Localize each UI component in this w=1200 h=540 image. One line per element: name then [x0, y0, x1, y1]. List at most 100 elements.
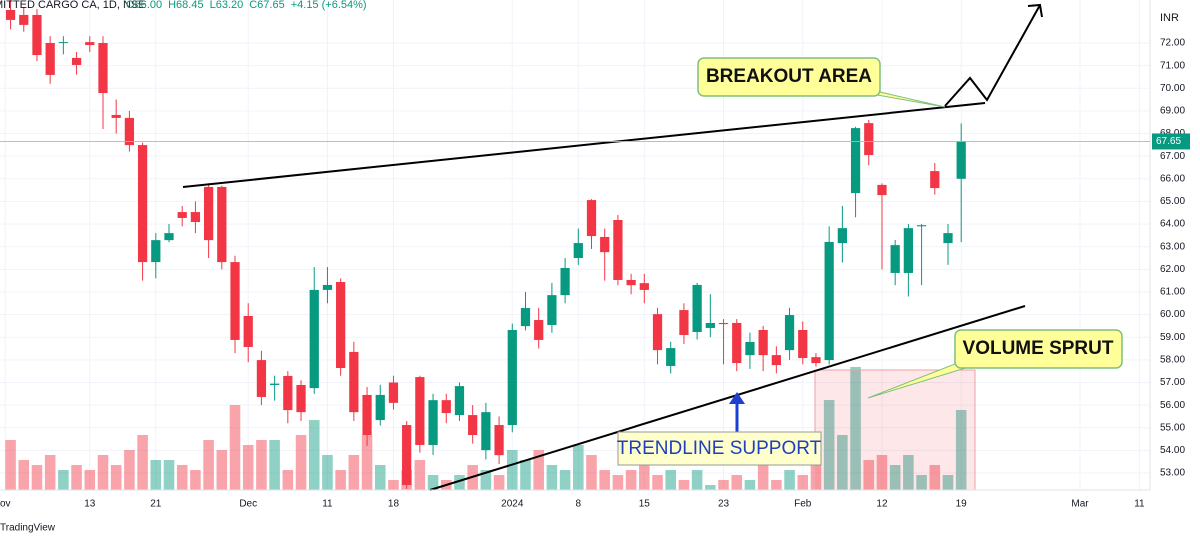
volume-bar	[757, 465, 769, 490]
volume-bar	[44, 455, 56, 490]
volume-bar	[295, 435, 307, 490]
candle-body	[956, 141, 966, 179]
volume-bar	[520, 460, 531, 490]
annotation: BREAKOUT AREA	[706, 66, 872, 87]
candle-body	[190, 212, 201, 223]
x-tick-label: 23	[718, 499, 730, 510]
candle-body	[454, 386, 465, 416]
candle-body	[547, 295, 557, 326]
y-tick-label: 56.00	[1160, 400, 1185, 411]
projection-arrow	[944, 4, 1041, 107]
y-tick-label: 59.00	[1160, 332, 1185, 343]
volume-bar	[124, 450, 135, 490]
candle-body	[217, 186, 227, 263]
volume-bar	[850, 367, 861, 490]
volume-bar	[744, 480, 756, 490]
volume-bar	[903, 455, 914, 490]
y-tick-label: 70.00	[1160, 83, 1185, 94]
volume-bar	[5, 440, 16, 490]
candle-body	[771, 355, 781, 366]
candle-body	[916, 225, 927, 227]
ohlc-value: +4.15 (+6.54%)	[291, 0, 367, 11]
x-tick-label: Feb	[794, 499, 812, 510]
y-tick-label: 63.00	[1160, 241, 1185, 252]
x-tick-label: 18	[388, 499, 400, 510]
volume-bar	[493, 475, 505, 490]
candle-body	[243, 315, 253, 347]
candle-body	[732, 322, 742, 364]
candle-body	[494, 425, 504, 456]
projection-arrowhead	[1027, 3, 1043, 18]
candle-body	[309, 289, 319, 389]
candle-body	[811, 357, 821, 364]
volume-bar	[678, 480, 690, 490]
y-tick-label: 61.00	[1160, 287, 1185, 298]
candle-body	[784, 315, 795, 351]
candle-body	[877, 184, 887, 196]
x-tick-label: Mar	[1071, 499, 1089, 510]
candle-body	[296, 384, 306, 413]
candle-body	[864, 123, 874, 156]
x-tick-label: 13	[84, 499, 96, 510]
candle-body	[402, 425, 412, 486]
candle-body	[441, 400, 451, 414]
candle-body	[824, 241, 834, 361]
y-tick-label: 72.00	[1160, 38, 1185, 49]
volume-bar	[480, 470, 492, 490]
volume-bar	[955, 410, 967, 490]
volume-bar	[242, 445, 254, 490]
x-tick-label: 15	[639, 499, 651, 510]
candle-body	[336, 282, 346, 369]
candle-body	[230, 262, 240, 340]
resistance-line	[182, 102, 986, 188]
candle-body	[45, 43, 55, 75]
x-tick-label: 8	[576, 499, 582, 510]
volume-bar	[322, 455, 333, 490]
volume-bar	[84, 470, 96, 490]
volume-bar	[176, 465, 188, 490]
volume-bar	[361, 435, 373, 490]
ohlc-value: L63.20	[210, 0, 244, 11]
y-tick-label: 55.00	[1160, 422, 1185, 433]
currency-label: INR	[1160, 12, 1179, 24]
last-price-box	[1152, 133, 1190, 150]
volume-bar	[612, 475, 624, 490]
volume-bar	[929, 465, 941, 490]
chart-title: MITTED CARGO CA, 1D, NSE	[0, 0, 146, 11]
candle-body	[705, 322, 715, 328]
candle-body	[758, 329, 768, 356]
volume-bar	[388, 480, 399, 490]
volume-bar	[797, 475, 809, 490]
y-tick-label: 66.00	[1160, 173, 1185, 184]
annotation: VOLUME SPRUT	[963, 338, 1114, 359]
candle-body	[481, 412, 491, 451]
y-tick-label: 54.00	[1160, 445, 1185, 456]
candle-body	[85, 42, 95, 46]
candle-body	[58, 42, 68, 44]
volume-bar	[282, 470, 294, 490]
y-tick-label: 65.00	[1160, 196, 1185, 207]
y-tick-label: 71.00	[1160, 60, 1185, 71]
y-tick-label: 60.00	[1160, 309, 1185, 320]
x-tick-label: Dec	[239, 499, 257, 510]
candle-body	[256, 360, 267, 397]
volume-bar	[731, 475, 743, 490]
candle-body	[375, 394, 385, 421]
volume-bar	[150, 460, 162, 490]
volume-bar	[454, 475, 465, 490]
volume-bar	[705, 485, 716, 490]
volume-bar	[665, 470, 677, 490]
candle-body	[692, 284, 702, 333]
volume-bar	[863, 460, 875, 490]
last-price-label: 67.65	[1156, 136, 1181, 147]
x-tick-label: 12	[876, 499, 888, 510]
volume-bar	[639, 465, 650, 490]
candle-body	[666, 348, 676, 366]
volume-bar	[203, 440, 214, 490]
volume-bar	[507, 450, 518, 490]
volume-bar	[916, 475, 927, 490]
candle-body	[507, 329, 517, 426]
volume-bar	[691, 470, 703, 490]
volume-bar	[586, 455, 597, 490]
